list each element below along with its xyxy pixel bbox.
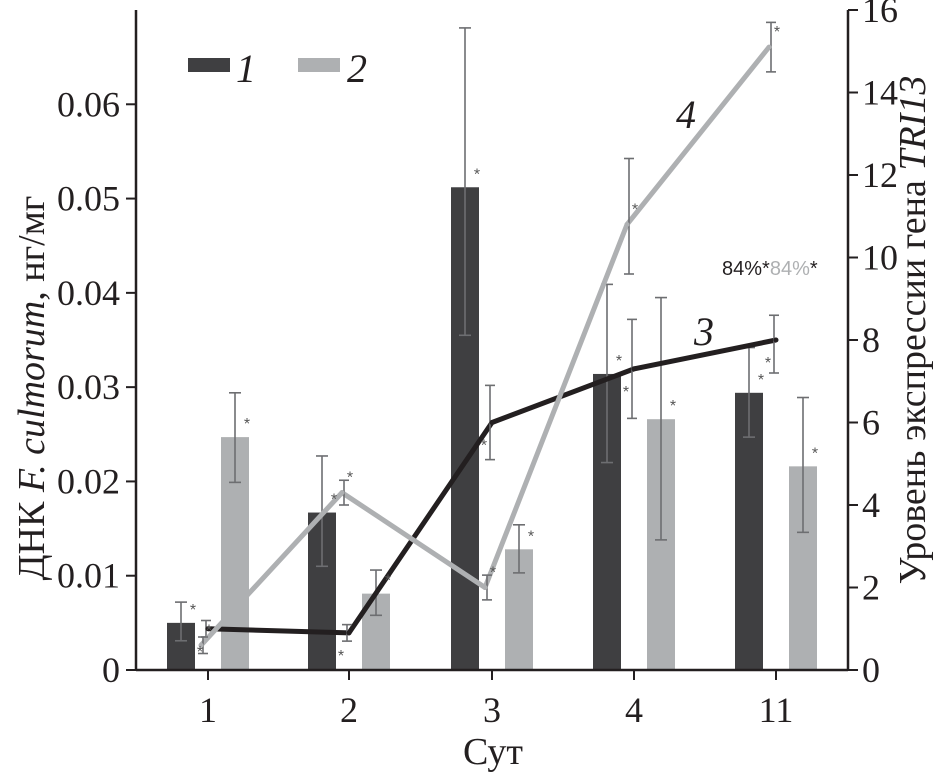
x-tick-label-1: 1 — [199, 690, 217, 730]
line-point-s3-11 — [773, 337, 779, 343]
y-right-tick-label-0: 0 — [862, 650, 880, 690]
y-left-title-prefix: ДНК — [11, 492, 53, 580]
y-left-tick-label-5: 0.05 — [57, 179, 120, 219]
y-left-tick-label-2: 0.02 — [57, 461, 120, 501]
y-right-tick-label-6: 12 — [862, 155, 898, 195]
line-star-s3-1: * — [197, 644, 203, 661]
y-left-tick-label-3: 0.03 — [57, 367, 120, 407]
y-left-tick-label-1: 0.01 — [57, 556, 120, 596]
y-right-tick-label-5: 10 — [862, 238, 898, 278]
line-point-s4-2 — [339, 490, 345, 496]
bar-star-s1-3: * — [474, 166, 480, 183]
y-left-tick-label-6: 0.06 — [57, 84, 120, 124]
bar-s1-11 — [735, 392, 763, 670]
bars-layer — [167, 187, 817, 670]
y-left-tick-label-4: 0.04 — [57, 273, 120, 313]
y-left-tick-label-0: 0 — [102, 650, 120, 690]
bar-star-s1-11: * — [758, 372, 764, 389]
legend-swatch-1 — [188, 58, 230, 72]
bar-star-s1-2: * — [331, 492, 337, 509]
y-right-tick-label-7: 14 — [862, 73, 898, 113]
legend-label-1: 1 — [236, 46, 256, 91]
bar-star-s1-4: * — [616, 353, 622, 370]
y-right-tick-label-2: 4 — [862, 485, 880, 525]
y-left-title-suffix: , нг/мг — [11, 196, 53, 301]
bar-star-s2-11: * — [812, 445, 818, 462]
line-star-s4-2: * — [347, 470, 353, 487]
line-star-s3-11: * — [765, 355, 771, 372]
line-label-3: 3 — [693, 309, 714, 354]
line-star-s3-3: * — [481, 438, 487, 455]
line-star-s3-4: * — [623, 384, 629, 401]
x-tick-label-2: 2 — [340, 690, 358, 730]
y-right-title-italic: TRI13 — [892, 76, 934, 171]
y-right-axis-title: Уровень экспрессии гена TRI13 — [892, 76, 934, 585]
y-right-title-plain: Уровень экспрессии гена — [892, 171, 934, 585]
line-point-s4-3 — [482, 585, 488, 590]
line-point-s3-1 — [205, 626, 211, 632]
bar-star-s2-4: * — [670, 398, 676, 415]
line-star-s4-3: * — [490, 565, 496, 582]
line-label-4: 4 — [676, 92, 696, 137]
line-series-3 — [207, 337, 777, 636]
legend-label-2: 2 — [347, 46, 367, 91]
x-tick-label-4: 4 — [625, 690, 643, 730]
line-point-s4-1 — [198, 642, 204, 648]
legend-swatch-2 — [298, 58, 340, 72]
significance-markers: *********** ********* — [190, 24, 818, 665]
line-point-s3-3 — [489, 420, 495, 425]
line-point-s4-4 — [624, 222, 630, 227]
bar-star-s2-1: * — [244, 416, 250, 433]
y-left-axis-title: ДНК F. culmorum, нг/мг — [11, 196, 53, 581]
x-tick-label-11: 11 — [759, 690, 794, 730]
lines-layer — [198, 21, 779, 655]
x-axis-title: Сут — [463, 731, 523, 773]
x-tick-label-3: 3 — [483, 690, 501, 730]
line-point-s3-4 — [631, 366, 637, 372]
y-right-tick-label-4: 8 — [862, 320, 880, 360]
percent-annotation-light-star: * — [810, 258, 818, 280]
y-right-tick-label-1: 2 — [862, 568, 880, 608]
y-right-tick-label-3: 6 — [862, 403, 880, 443]
line-star-s3-2: * — [338, 648, 344, 665]
percent-annotation-light: 84% — [770, 258, 810, 280]
percent-annotation-dark-star: * — [762, 258, 770, 280]
bar-star-s2-2: * — [385, 573, 391, 590]
line-point-s3-2 — [346, 630, 352, 636]
legend: 1 2 — [188, 46, 367, 91]
bar-star-s1-1: * — [190, 602, 196, 619]
percent-annotation-dark: 84% — [722, 258, 762, 280]
line-star-s4-11: * — [774, 24, 780, 41]
y-right-tick-label-8: 16 — [862, 0, 898, 30]
line-star-s4-1: * — [206, 622, 212, 639]
percent-annotation: 84%*84%* — [722, 258, 818, 280]
line-star-s4-4: * — [632, 202, 638, 219]
bar-star-s2-3: * — [528, 528, 534, 545]
line-point-s4-11 — [766, 44, 772, 50]
y-left-title-italic: F. culmorum — [11, 301, 53, 493]
